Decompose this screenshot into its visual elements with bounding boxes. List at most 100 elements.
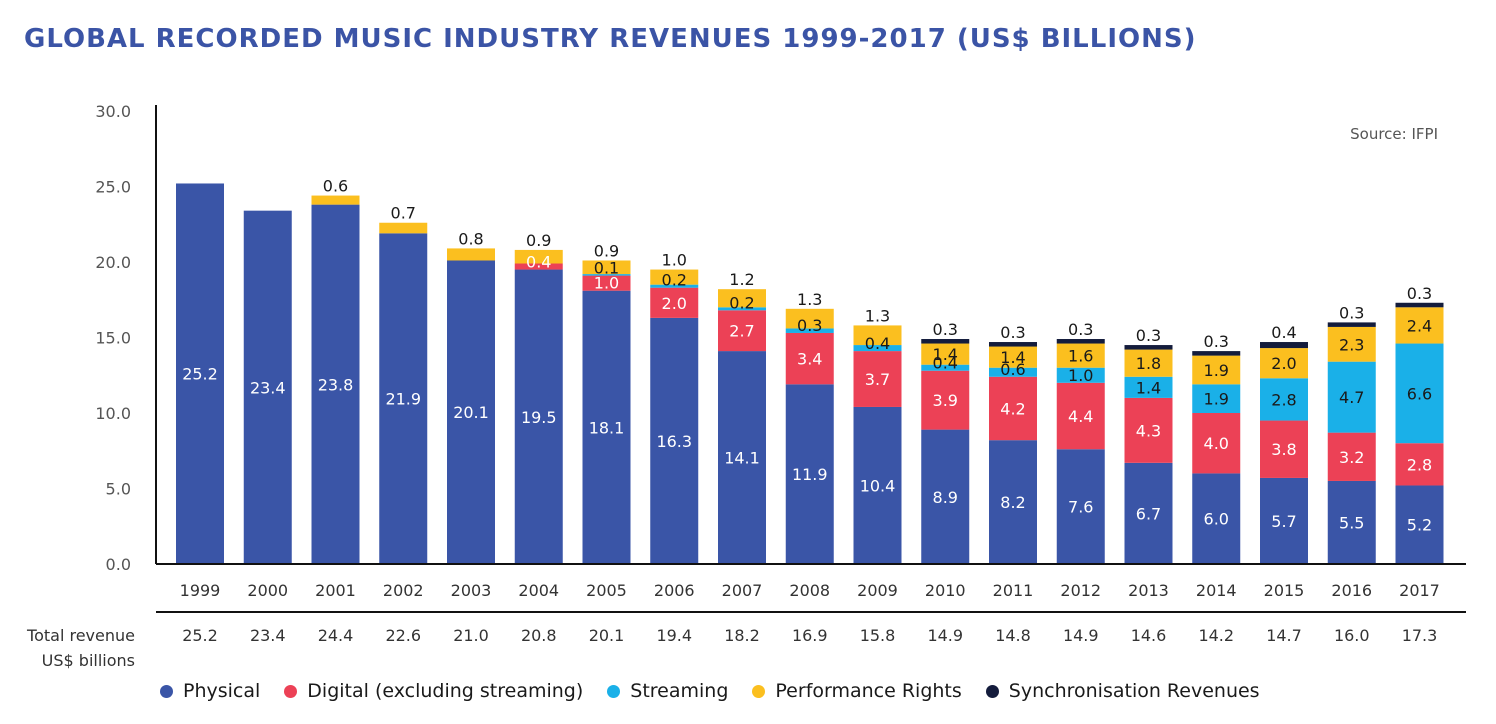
bar-segment [718, 310, 766, 352]
x-tick-label: 2004 [518, 581, 559, 600]
x-tick-label: 2008 [789, 581, 830, 600]
data-label: 3.9 [933, 391, 958, 410]
bar-group-2013: 6.7 4.3 1.4 1.8 0.3 [1124, 326, 1173, 564]
data-label: 1.3 [797, 290, 822, 309]
legend-item: Digital (excluding streaming) [284, 680, 583, 702]
bar-segment [1260, 348, 1308, 379]
data-label: 1.9 [1204, 390, 1229, 409]
legend: Physical Digital (excluding streaming) Str… [160, 680, 1284, 702]
bar-group-2006: 16.3 2.0 0.21.0 [650, 251, 699, 564]
data-label: 7.6 [1068, 498, 1093, 517]
data-label: 2.0 [662, 294, 687, 313]
bar-segment [853, 406, 902, 564]
data-label: 1.0 [594, 274, 619, 293]
data-label: 0.4 [865, 334, 890, 353]
data-label: 3.7 [865, 370, 890, 389]
legend-swatch [607, 684, 621, 698]
legend-label: Digital (excluding streaming) [307, 680, 584, 702]
data-label: 0.3 [1339, 303, 1364, 322]
bar-segment [1260, 342, 1308, 349]
data-label: 2.4 [1407, 316, 1432, 335]
bar-group-2014: 6.0 4.0 1.9 1.9 0.3 [1192, 332, 1241, 564]
bar-segment [1192, 351, 1241, 356]
data-label: 0.3 [1204, 332, 1229, 351]
bar-group-2017: 5.2 2.8 6.6 2.4 0.3 [1395, 284, 1444, 564]
bar-group-2004: 19.5 0.4 0.9 [514, 231, 563, 564]
y-tick-label: 10.0 [95, 404, 131, 423]
data-label: 0.6 [323, 177, 348, 196]
x-tick-label: 2000 [247, 581, 288, 600]
bar-segment [447, 248, 495, 261]
data-label: 1.4 [933, 345, 958, 364]
total-value: 14.6 [1131, 626, 1167, 645]
bar-segment [989, 440, 1037, 564]
data-label: 10.4 [860, 476, 896, 495]
bar-segment [650, 317, 699, 564]
data-label: 3.8 [1271, 440, 1296, 459]
total-value: 20.1 [589, 626, 625, 645]
bar-segment [1327, 326, 1376, 362]
total-value: 14.2 [1198, 626, 1234, 645]
bar-segment [1192, 413, 1241, 474]
bar-segment [989, 367, 1037, 377]
data-label: 2.8 [1407, 455, 1432, 474]
bar-segment [1124, 345, 1173, 350]
total-value: 19.4 [656, 626, 692, 645]
bar-segment [311, 195, 360, 205]
bar-segment [311, 204, 360, 564]
data-label: 0.6 [1000, 360, 1025, 379]
total-value: 15.8 [860, 626, 896, 645]
bar-segment [1327, 322, 1376, 327]
x-tick-label: 2010 [925, 581, 966, 600]
data-label: 0.3 [933, 320, 958, 339]
data-label: 0.3 [1407, 284, 1432, 303]
data-label: 16.3 [656, 432, 692, 451]
data-label: 14.1 [724, 449, 760, 468]
data-label: 11.9 [792, 465, 828, 484]
legend-label: Physical [183, 680, 261, 702]
bar-segment [379, 222, 428, 234]
data-label: 8.2 [1000, 493, 1025, 512]
total-value: 21.0 [453, 626, 489, 645]
data-label: 21.9 [385, 390, 421, 409]
data-label: 1.6 [1068, 347, 1093, 366]
data-label: 23.8 [318, 375, 354, 394]
bar-segment [1192, 384, 1241, 413]
total-value: 22.6 [385, 626, 421, 645]
y-tick-label: 20.0 [95, 253, 131, 272]
data-label: 0.9 [526, 231, 551, 250]
data-label: 0.3 [1000, 323, 1025, 342]
bar-segment [1124, 462, 1173, 564]
data-label: 5.5 [1339, 513, 1364, 532]
y-tick-label: 5.0 [106, 480, 131, 499]
bar-segment [582, 274, 631, 276]
bar-segment [379, 233, 428, 564]
legend-label: Streaming [630, 680, 729, 702]
bar-segment [650, 287, 699, 318]
total-value: 14.9 [1063, 626, 1099, 645]
bar-segment [1260, 420, 1308, 478]
data-label: 4.7 [1339, 388, 1364, 407]
bar-group-2012: 7.6 4.4 1.01.6 0.3 [1056, 320, 1105, 564]
legend-label: Performance Rights [775, 680, 962, 702]
data-label: 1.0 [662, 251, 687, 270]
bar-segment [1192, 355, 1241, 385]
data-label: 2.3 [1339, 335, 1364, 354]
bar-group-2002: 21.9 0.7 [379, 204, 428, 564]
bar-segment [514, 249, 563, 264]
bar-segment [718, 351, 766, 564]
bar-segment [989, 342, 1037, 347]
legend-swatch [985, 684, 999, 698]
bar-group-2007: 14.1 2.7 0.2 1.2 [718, 270, 766, 564]
x-tick-label: 2001 [315, 581, 356, 600]
data-label: 2.8 [1271, 390, 1296, 409]
data-label: 6.6 [1407, 384, 1432, 403]
totals-row-label: Total revenue [26, 626, 135, 645]
bar-segment [1056, 343, 1105, 368]
bar-group-2005: 18.1 1.00.10.9 [582, 241, 631, 564]
bar-group-2001: 23.8 0.6 [311, 177, 360, 564]
data-label: 4.0 [1204, 434, 1229, 453]
data-label: 8.9 [933, 488, 958, 507]
legend-label: Synchronisation Revenues [1008, 680, 1260, 702]
